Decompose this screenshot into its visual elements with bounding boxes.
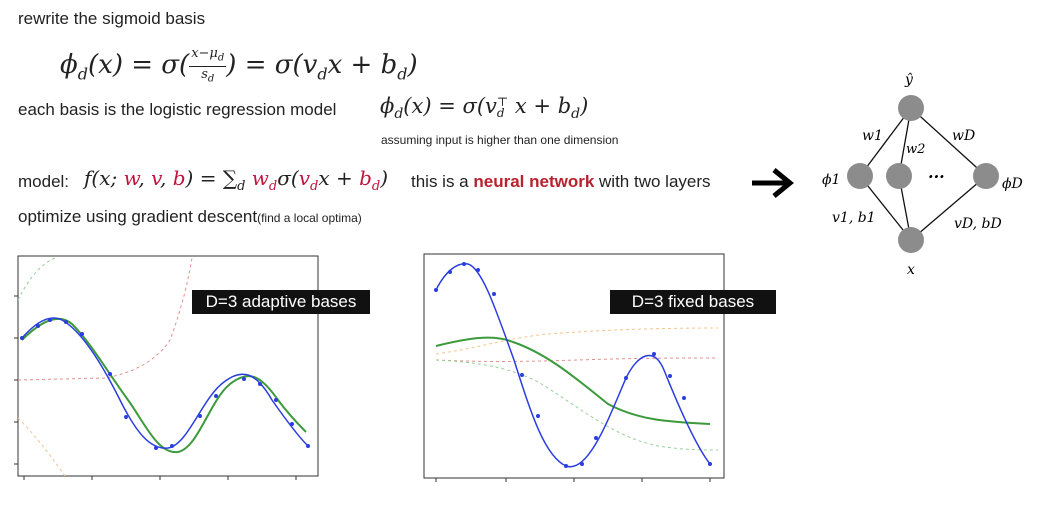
hidden-node-D bbox=[973, 163, 999, 189]
fixed-bases-label: D=3 fixed bases bbox=[610, 290, 776, 314]
slide-title: rewrite the sigmoid basis bbox=[18, 9, 206, 28]
neural-network-statement: this is a neural network with two layers bbox=[411, 172, 711, 191]
plot-adaptive-bases bbox=[14, 255, 320, 480]
network-diagram: ŷ ϕ1 ϕD ... w1 w2 wD v1, b1 vD, bD x bbox=[822, 71, 1023, 278]
weight-w1-label: w1 bbox=[862, 128, 883, 144]
input-node bbox=[898, 227, 924, 253]
input-label: x bbox=[907, 262, 915, 278]
hidden-node-2 bbox=[886, 163, 912, 189]
right-arrow-icon bbox=[752, 168, 794, 198]
plot-fixed-bases bbox=[423, 253, 725, 482]
equation-logistic-basis: ϕd(x) = σ(v ⊤ d x + bd) bbox=[380, 94, 589, 123]
optimize-statement: optimize using gradient descent(find a l… bbox=[18, 207, 362, 226]
model-label: model: bbox=[18, 172, 70, 191]
vD-bD-label: vD, bD bbox=[954, 216, 1002, 232]
hidden-node-1 bbox=[847, 163, 873, 189]
equation-model: f(x; w, v, b) = ∑d wdσ(vdx + bd) bbox=[84, 166, 389, 194]
hidden-last-label: ϕD bbox=[1002, 176, 1023, 192]
basis-description: each basis is the logistic regression mo… bbox=[18, 100, 337, 119]
assumption-note: assuming input is higher than one dimens… bbox=[381, 133, 619, 147]
weight-wD-label: wD bbox=[952, 128, 975, 144]
hidden-first-label: ϕ1 bbox=[822, 172, 840, 188]
hidden-ellipsis: ... bbox=[928, 163, 945, 182]
output-label: ŷ bbox=[904, 71, 914, 88]
output-node bbox=[898, 95, 924, 121]
equation-sigmoid-basis: ϕd(x) = σ(x−μd sd) = σ(vdx + bd) bbox=[60, 46, 418, 85]
adaptive-bases-label: D=3 adaptive bases bbox=[192, 290, 370, 314]
v1-b1-label: v1, b1 bbox=[832, 210, 876, 226]
weight-w2-label: w2 bbox=[906, 142, 925, 157]
